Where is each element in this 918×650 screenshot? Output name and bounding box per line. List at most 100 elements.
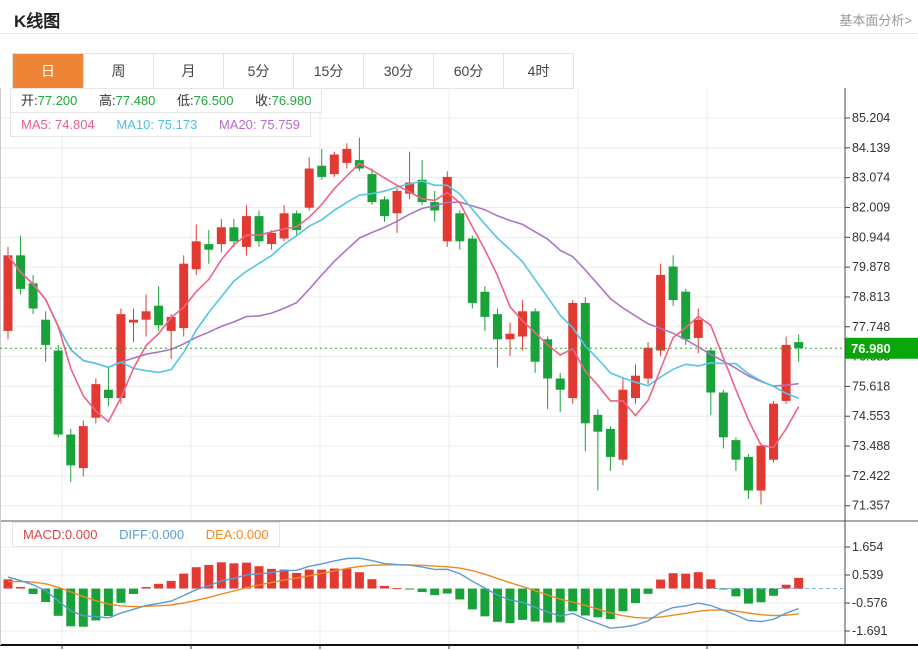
diff-item: DIFF:0.000 bbox=[119, 527, 184, 542]
candle bbox=[342, 148, 352, 163]
candle bbox=[530, 311, 540, 362]
price-axis-label: 82.009 bbox=[852, 200, 890, 214]
macd-bar bbox=[593, 588, 603, 618]
candle bbox=[731, 440, 741, 460]
diff-value: 0.000 bbox=[151, 527, 185, 542]
macd-bar bbox=[681, 573, 691, 589]
macd-bar bbox=[229, 563, 239, 589]
dea-item: DEA:0.000 bbox=[206, 527, 269, 542]
candle bbox=[191, 241, 201, 270]
candle bbox=[543, 339, 553, 379]
fundamental-analysis-link[interactable]: 基本面分析> bbox=[839, 13, 912, 28]
ma10-item: MA10: 75.173 bbox=[116, 117, 197, 132]
period-tab-6[interactable]: 60分 bbox=[433, 54, 503, 88]
dea-value: 0.000 bbox=[236, 527, 269, 542]
macd-bar bbox=[555, 588, 565, 623]
candle bbox=[693, 319, 703, 338]
candle bbox=[568, 302, 578, 399]
macd-axis-label: 0.539 bbox=[852, 568, 883, 582]
candle bbox=[329, 154, 339, 175]
macd-bar bbox=[794, 577, 804, 589]
price-axis-label: 80.944 bbox=[852, 230, 890, 244]
macd-bar bbox=[718, 588, 728, 590]
dea-label: DEA: bbox=[205, 527, 237, 542]
candle bbox=[28, 283, 38, 309]
ma10-value: 75.173 bbox=[157, 117, 198, 132]
close-label: 收: bbox=[255, 93, 272, 108]
current-price-badge-label: 76.980 bbox=[851, 341, 891, 356]
candle bbox=[706, 350, 716, 393]
period-tab-2[interactable]: 月 bbox=[153, 54, 223, 88]
macd-bar bbox=[568, 588, 578, 612]
high-label: 高: bbox=[99, 93, 116, 108]
candle bbox=[66, 434, 76, 466]
candle bbox=[442, 176, 452, 242]
candle bbox=[141, 311, 151, 320]
price-axis-label: 73.488 bbox=[852, 439, 890, 453]
candle bbox=[380, 199, 389, 217]
macd-bar bbox=[405, 588, 415, 590]
page-title: K线图 bbox=[14, 12, 61, 31]
period-tab-7[interactable]: 4时 bbox=[503, 54, 573, 88]
candle bbox=[166, 316, 176, 331]
period-tab-1[interactable]: 周 bbox=[83, 54, 153, 88]
period-tab-5[interactable]: 30分 bbox=[363, 54, 433, 88]
candle bbox=[116, 314, 126, 399]
macd-bar bbox=[743, 588, 753, 604]
candle bbox=[241, 216, 251, 247]
macd-bar bbox=[367, 579, 377, 589]
macd-label: MACD: bbox=[23, 527, 65, 542]
price-axis-label: 83.074 bbox=[852, 171, 890, 185]
macd-bar bbox=[706, 579, 716, 589]
ma10-line bbox=[7, 180, 799, 399]
ohlc-legend: 开:77.200 高:77.480 低:76.500 收:76.980 bbox=[10, 88, 323, 113]
macd-bar bbox=[191, 567, 201, 589]
period-tab-4[interactable]: 15分 bbox=[293, 54, 363, 88]
ma20-item: MA20: 75.759 bbox=[219, 117, 300, 132]
candle bbox=[618, 389, 628, 460]
candle bbox=[417, 179, 427, 203]
candle bbox=[267, 232, 277, 245]
macd-bar bbox=[480, 588, 490, 617]
macd-axis-label: -0.576 bbox=[852, 596, 887, 610]
close-item: 收:76.980 bbox=[255, 93, 311, 108]
macd-bar bbox=[16, 586, 26, 589]
macd-bar bbox=[693, 572, 703, 589]
current-price-badge bbox=[845, 337, 918, 359]
period-tab-3[interactable]: 5分 bbox=[223, 54, 293, 88]
candle bbox=[467, 238, 477, 303]
period-tab-0[interactable]: 日 bbox=[13, 54, 83, 88]
candle bbox=[279, 213, 289, 239]
candle bbox=[455, 213, 465, 242]
candle bbox=[129, 319, 138, 323]
macd-bar bbox=[91, 588, 101, 621]
candle bbox=[292, 213, 302, 231]
candle bbox=[631, 375, 640, 399]
candle bbox=[668, 266, 678, 301]
macd-bar bbox=[354, 572, 364, 589]
candle bbox=[605, 428, 615, 457]
high-item: 高:77.480 bbox=[99, 93, 155, 108]
candle bbox=[317, 165, 327, 177]
candle bbox=[518, 311, 528, 337]
macd-bar bbox=[28, 588, 38, 594]
macd-bar bbox=[380, 585, 389, 589]
candle bbox=[78, 426, 88, 469]
candle bbox=[643, 347, 653, 379]
ma20-value: 75.759 bbox=[260, 117, 300, 132]
ma5-line bbox=[7, 162, 800, 449]
macd-bar bbox=[455, 588, 465, 600]
candle bbox=[204, 244, 214, 250]
price-axis-label: 74.553 bbox=[852, 409, 890, 423]
ma20-label: MA20: bbox=[218, 117, 257, 132]
macd-bar bbox=[53, 588, 63, 616]
candle bbox=[781, 344, 791, 401]
candle bbox=[794, 342, 804, 349]
close-value: 76.980 bbox=[271, 93, 312, 108]
macd-axis-label: -1.691 bbox=[852, 624, 887, 638]
diff-label: DIFF: bbox=[119, 527, 152, 542]
macd-bar bbox=[342, 568, 352, 589]
candle bbox=[743, 456, 753, 491]
